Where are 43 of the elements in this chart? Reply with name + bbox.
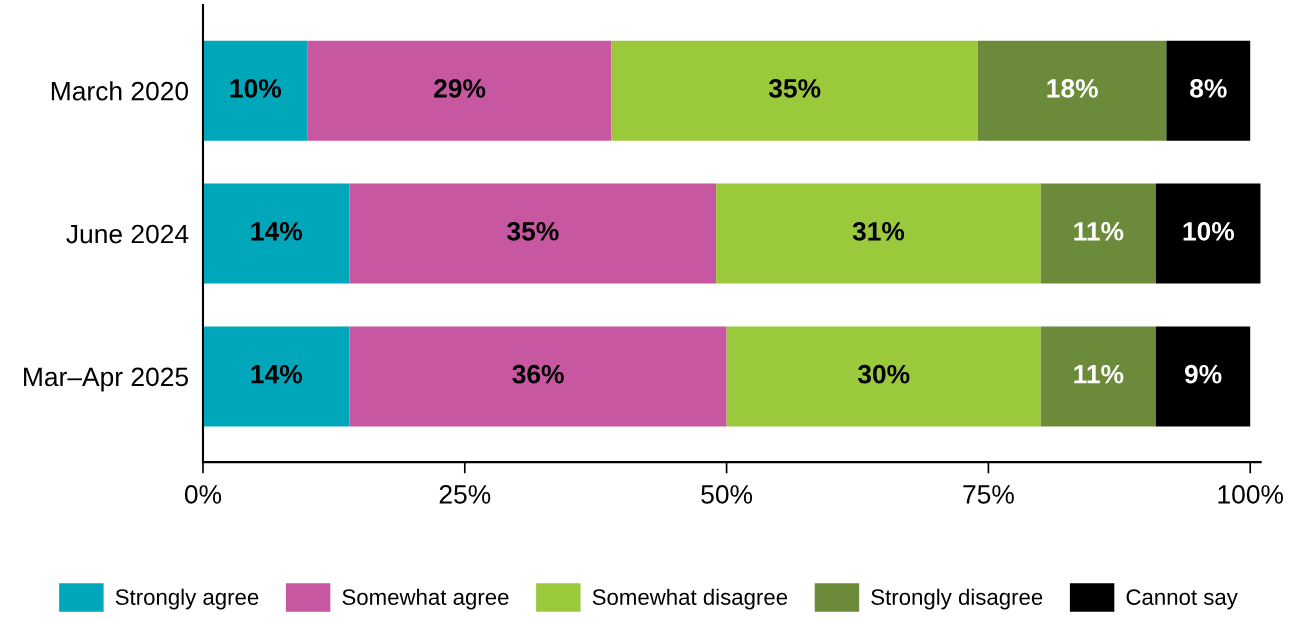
bar (202, 183, 350, 284)
x-tick-label: 25% (439, 485, 491, 504)
bar (202, 326, 350, 427)
bar (1040, 183, 1156, 284)
bar (611, 40, 978, 141)
bar (716, 183, 1041, 284)
data-label: 29% (434, 79, 486, 98)
y-tick-label: March 2020 (51, 81, 189, 101)
data-label: 9% (1184, 364, 1222, 384)
data-label: 14% (251, 364, 302, 384)
y-tick-label: Mar–Apr 2025 (24, 367, 188, 392)
x-tick-label: 75% (963, 485, 1014, 504)
data-label: 31% (852, 221, 905, 241)
bar (1155, 326, 1251, 427)
x-tick-label: 0% (184, 485, 222, 504)
bar (202, 40, 308, 141)
data-label: 18% (1047, 79, 1098, 98)
data-label: 14% (251, 222, 302, 241)
data-label: 36% (512, 364, 564, 384)
legend-label: Somewhat agree (342, 588, 509, 610)
legend-label: Strongly agree (115, 588, 259, 610)
data-label: 11% (1074, 364, 1124, 384)
data-label: 8% (1190, 79, 1227, 98)
legend-label: Strongly disagree (871, 588, 1043, 610)
bar (1155, 183, 1261, 284)
x-tick-label: 50% (701, 485, 753, 504)
bar (307, 40, 612, 141)
data-label: 11% (1074, 222, 1124, 241)
legend-label: Somewhat disagree (592, 588, 788, 610)
bar (977, 40, 1167, 141)
legend-label: Cannot say (1126, 589, 1238, 610)
data-label: 35% (768, 79, 821, 98)
bar (1040, 326, 1156, 427)
bar (349, 183, 717, 284)
data-label: 10% (1183, 221, 1235, 241)
x-tick-label: 100% (1218, 485, 1284, 504)
data-label: 30% (857, 364, 910, 384)
data-label: 35% (507, 221, 559, 241)
bar (349, 326, 727, 427)
bar (1166, 40, 1251, 141)
bar (726, 326, 1041, 427)
data-label: 10% (230, 79, 282, 98)
y-tick-label: June 2024 (66, 224, 189, 244)
